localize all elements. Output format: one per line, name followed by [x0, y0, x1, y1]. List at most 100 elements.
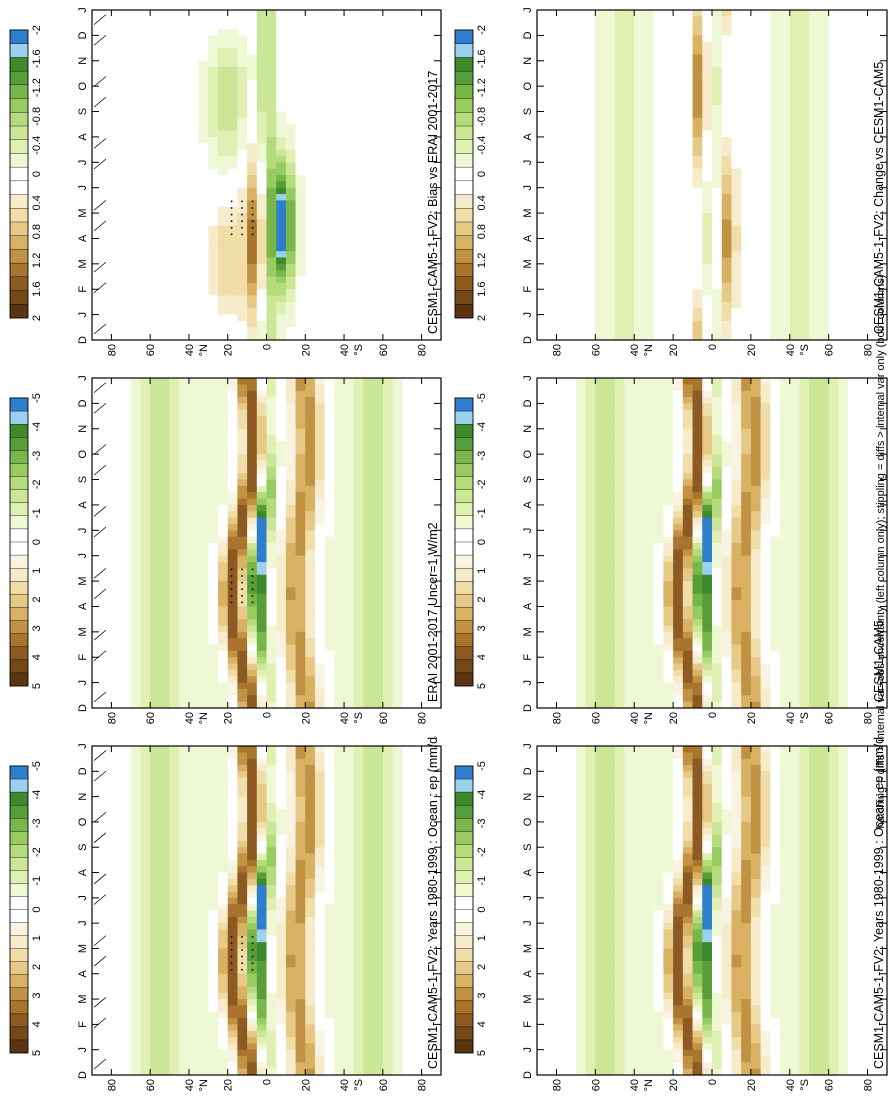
heatmap-cell	[692, 783, 703, 791]
heatmap-cell	[546, 986, 557, 993]
heatmap-cell	[392, 745, 403, 753]
heatmap-cell	[663, 815, 674, 822]
heatmap-cell	[295, 992, 306, 1000]
heatmap-cell	[566, 859, 577, 867]
heatmap-cell	[382, 745, 393, 753]
heatmap-cell	[324, 669, 335, 677]
heatmap-cell	[877, 903, 888, 911]
heatmap-cell	[799, 865, 810, 873]
heatmap-cell	[692, 815, 703, 822]
heatmap-cell	[363, 751, 374, 759]
heatmap-cell	[382, 859, 393, 867]
heatmap-cell	[799, 910, 810, 917]
heatmap-cell	[848, 840, 859, 848]
heatmap-cell	[760, 941, 771, 949]
heatmap-cell	[140, 669, 151, 677]
heatmap-cell	[179, 986, 190, 993]
heatmap-cell	[373, 599, 384, 607]
heatmap-cell	[121, 663, 132, 670]
heatmap-cell	[285, 587, 296, 594]
heatmap-cell	[731, 1011, 742, 1019]
heatmap-cell	[353, 758, 364, 765]
heatmap-cell	[363, 675, 374, 683]
heatmap-cell	[227, 948, 238, 955]
heatmap-cell	[121, 644, 132, 651]
heatmap-cell	[566, 992, 577, 1000]
heatmap-cell	[867, 1005, 878, 1012]
heatmap-cell	[431, 618, 442, 626]
heatmap-cell	[256, 878, 267, 886]
heatmap-cell	[682, 929, 693, 936]
heatmap-cell	[344, 675, 355, 683]
heatmap-cell	[159, 682, 170, 689]
heatmap-cell	[624, 1049, 635, 1057]
heatmap-cell	[402, 599, 413, 607]
heatmap-cell	[353, 1042, 364, 1050]
heatmap-cell	[314, 1061, 326, 1069]
heatmap-cell	[643, 834, 655, 841]
heatmap-cell	[363, 1042, 374, 1050]
colorbar-swatch	[9, 436, 29, 451]
heatmap-cell	[130, 922, 141, 930]
heatmap-cell	[556, 770, 567, 778]
heatmap-cell	[150, 859, 161, 867]
heatmap-cell	[227, 593, 238, 601]
heatmap-cell	[750, 910, 762, 917]
heatmap-cell	[750, 1011, 762, 1019]
heatmap-cell	[731, 1042, 742, 1050]
heatmap-cell	[227, 542, 238, 550]
heatmap-cell	[324, 777, 335, 784]
heatmap-cell	[605, 821, 616, 829]
heatmap-cell	[295, 663, 306, 670]
heatmap-cell	[237, 1036, 248, 1044]
heatmap-cell	[111, 872, 122, 879]
heatmap-cell	[150, 555, 161, 563]
heatmap-cell	[702, 802, 713, 810]
heatmap-cell	[780, 1011, 791, 1019]
colorbar-swatch	[9, 410, 29, 425]
heatmap-cell	[402, 1011, 413, 1019]
heatmap-cell	[237, 808, 248, 816]
heatmap-cell	[159, 1011, 170, 1019]
heatmap-cell	[741, 840, 752, 848]
heatmap-cell	[198, 1055, 209, 1063]
heatmap-cell	[92, 935, 103, 943]
heatmap-cell	[402, 631, 413, 639]
heatmap-cell	[179, 941, 190, 949]
heatmap-cell	[140, 802, 151, 810]
heatmap-cell	[712, 998, 723, 1006]
heatmap-cell	[392, 580, 403, 588]
heatmap-cell	[150, 663, 161, 670]
heatmap-cell	[344, 542, 355, 550]
heatmap-cell	[295, 656, 306, 664]
heatmap-cell	[750, 1023, 762, 1031]
heatmap-cell	[373, 967, 384, 974]
heatmap-cell	[256, 853, 267, 860]
heatmap-cell	[653, 878, 664, 886]
heatmap-cell	[237, 948, 248, 955]
heatmap-cell	[169, 954, 180, 962]
heatmap-cell	[857, 796, 868, 803]
heatmap-cell	[285, 567, 296, 575]
heatmap-cell	[179, 1036, 190, 1044]
heatmap-cell	[702, 916, 713, 924]
heatmap-cell	[411, 840, 423, 848]
heatmap-cell	[624, 998, 635, 1006]
heatmap-cell	[363, 548, 374, 556]
heatmap-cell	[614, 878, 625, 886]
heatmap-cell	[237, 910, 248, 917]
heatmap-cell	[305, 631, 316, 639]
heatmap-cell	[643, 1061, 655, 1069]
colorbar-label: 0	[31, 906, 43, 912]
heatmap-cell	[208, 1049, 219, 1057]
heatmap-cell	[188, 587, 200, 594]
heatmap-cell	[867, 979, 878, 987]
heatmap-cell	[159, 663, 170, 670]
heatmap-cell	[421, 612, 432, 620]
heatmap-cell	[382, 922, 393, 930]
heatmap-cell	[634, 922, 645, 930]
heatmap-cell	[789, 1049, 800, 1057]
heatmap-cell	[605, 783, 616, 791]
heatmap-cell	[411, 891, 423, 898]
